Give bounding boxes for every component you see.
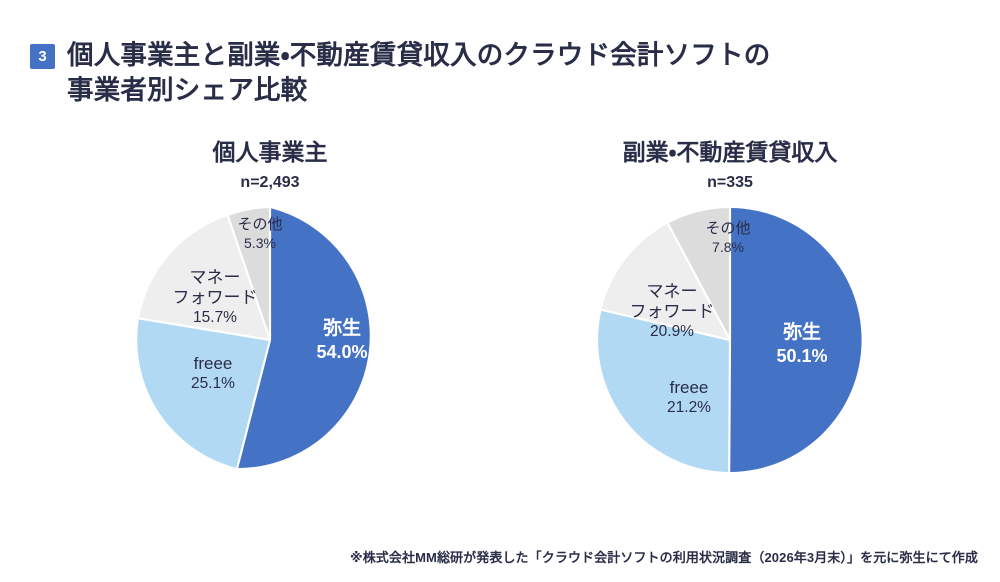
pie-chart-right: 弥生 50.1% freee 21.2% マネー フォワード 20.9% その他 …	[596, 206, 864, 474]
page-title: 個人事業主と副業・不動産賃貸収入のクラウド会計ソフトの 事業者別シェア比較	[67, 38, 770, 108]
source-footnote: ※株式会社MM総研が発表した「クラウド会計ソフトの利用状況調査（2026年3月末…	[349, 550, 978, 565]
chart-title-right: 副業・不動産賃貸収入	[622, 139, 838, 165]
pie-separators-right	[601, 208, 732, 473]
pie-slice-moneyforward-left	[138, 216, 270, 341]
pie-slice-other-right	[667, 208, 730, 341]
chart-title-left: 個人事業主	[212, 139, 328, 165]
chart-sample-size-left: n=2,493	[240, 174, 300, 192]
pie-slice-freee-right	[598, 310, 730, 473]
charts-container: 個人事業主 n=2,493 弥生	[0, 139, 1000, 474]
pie-svg-left	[137, 208, 370, 469]
slide-header: 3 個人事業主と副業・不動産賃貸収入のクラウド会計ソフトの 事業者別シェア比較	[30, 38, 930, 108]
pie-svg-right	[598, 208, 862, 473]
pie-slice-moneyforward-right	[601, 223, 730, 341]
chart-side-business-rental: 副業・不動産賃貸収入 n=335 弥生	[520, 139, 940, 474]
chart-sample-size-right: n=335	[707, 174, 753, 192]
page-title-line-2: 事業者別シェア比較	[67, 74, 308, 105]
pie-chart-left: 弥生 54.0% freee 25.1% マネー フォワード 15.7% その他 …	[136, 206, 404, 474]
slide-number-badge: 3	[30, 44, 55, 69]
chart-individual-business: 個人事業主 n=2,493 弥生	[60, 139, 480, 474]
pie-slice-yayoi-right	[729, 208, 862, 473]
page-title-line-1: 個人事業主と副業・不動産賃貸収入のクラウド会計ソフトの	[67, 40, 771, 70]
pie-separators-left	[138, 208, 272, 469]
pie-slice-freee-left	[137, 318, 270, 469]
